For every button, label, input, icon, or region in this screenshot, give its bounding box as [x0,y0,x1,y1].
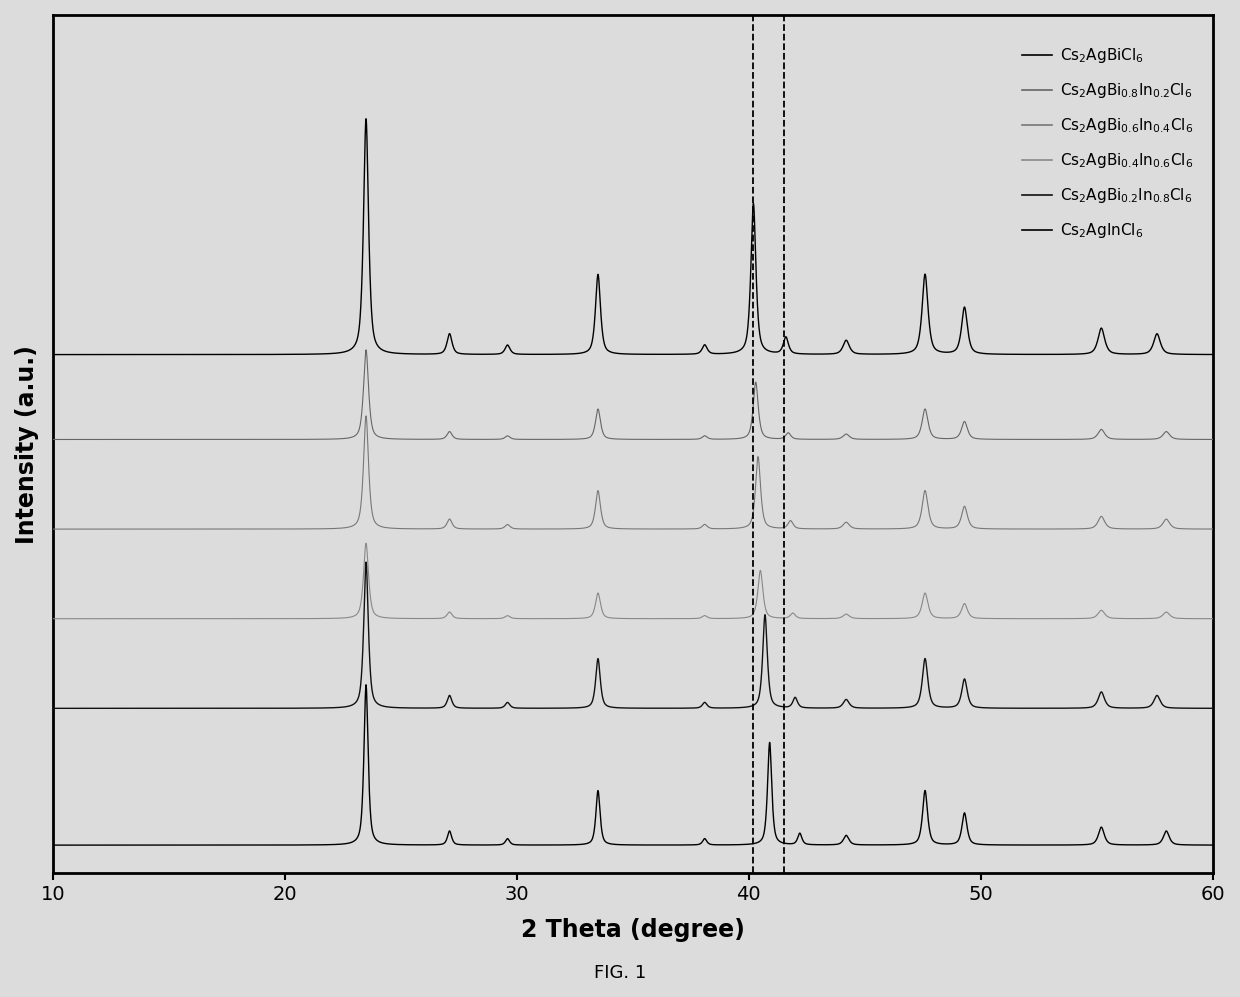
X-axis label: 2 Theta (degree): 2 Theta (degree) [521,918,745,942]
Text: FIG. 1: FIG. 1 [594,964,646,982]
Legend: Cs$_2$AgBiCl$_6$, Cs$_2$AgBi$_{0.8}$In$_{0.2}$Cl$_6$, Cs$_2$AgBi$_{0.6}$In$_{0.4: Cs$_2$AgBiCl$_6$, Cs$_2$AgBi$_{0.8}$In$_… [1016,40,1199,246]
Y-axis label: Intensity (a.u.): Intensity (a.u.) [15,345,38,543]
